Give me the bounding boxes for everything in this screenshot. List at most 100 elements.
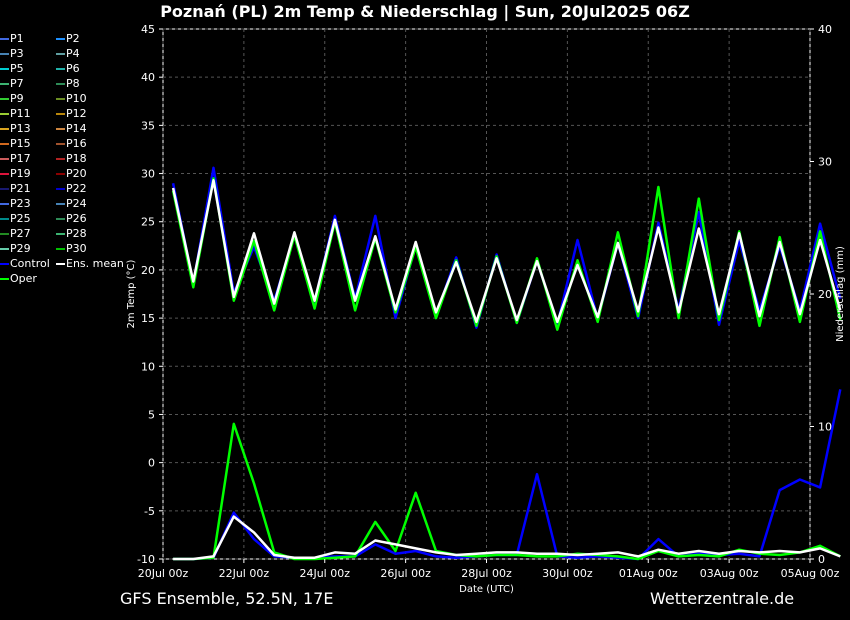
legend-swatch	[0, 98, 9, 100]
legend-label: P9	[10, 92, 24, 105]
y-tick-label: 35	[141, 119, 155, 132]
legend-swatch	[0, 143, 9, 145]
legend-item: P3	[0, 47, 24, 61]
y2-tick-label: 20	[818, 288, 832, 301]
y2-tick-label: 30	[818, 156, 832, 169]
y-tick-label: -10	[137, 553, 155, 566]
legend-label: P6	[66, 62, 80, 75]
x-tick-label: 28Jul 00z	[461, 567, 512, 580]
legend-label: P22	[66, 182, 87, 195]
legend-label: P14	[66, 122, 87, 135]
y2-tick-label: 0	[818, 553, 825, 566]
legend-swatch	[0, 278, 9, 280]
y-tick-label: 25	[141, 216, 155, 229]
legend-swatch	[0, 263, 9, 265]
x-tick-label: 22Jul 00z	[219, 567, 270, 580]
legend-swatch	[56, 83, 65, 85]
legend-swatch	[56, 128, 65, 130]
legend-item: P7	[0, 77, 24, 91]
legend-item: P19	[0, 167, 31, 181]
legend-swatch	[56, 173, 65, 175]
legend-item: P22	[56, 182, 87, 196]
legend-swatch	[0, 173, 9, 175]
x-axis-label: Date (UTC)	[459, 584, 514, 595]
legend-label: P7	[10, 77, 24, 90]
legend-label: Control	[10, 257, 50, 270]
legend-item: P20	[56, 167, 87, 181]
x-tick-label: 30Jul 00z	[542, 567, 593, 580]
legend-item: P10	[56, 92, 87, 106]
legend-swatch	[56, 53, 65, 55]
legend-label: P12	[66, 107, 87, 120]
legend-swatch	[56, 98, 65, 100]
legend-item: P16	[56, 137, 87, 151]
legend-label: P24	[66, 197, 87, 210]
legend-swatch	[0, 233, 9, 235]
legend-swatch	[56, 143, 65, 145]
legend-swatch	[56, 218, 65, 220]
legend-item: P5	[0, 62, 24, 76]
x-tick-label: 26Jul 00z	[380, 567, 431, 580]
legend-item: P13	[0, 122, 31, 136]
x-tick-label: 03Aug 00z	[700, 567, 759, 580]
series-layer	[171, 166, 842, 561]
legend-swatch	[0, 158, 9, 160]
legend-swatch	[56, 38, 65, 40]
source-link[interactable]: Wetterzentrale.de	[650, 589, 795, 608]
legend-label: P29	[10, 242, 31, 255]
series-ens-mean-temp	[171, 179, 842, 324]
legend-label: P2	[66, 32, 80, 45]
legend-label: Oper	[10, 272, 37, 285]
y-axis-label: 2m Temp (°C)	[126, 259, 137, 328]
legend-item: P27	[0, 227, 31, 241]
legend-item: P1	[0, 32, 24, 46]
legend-swatch	[0, 188, 9, 190]
legend-item: P6	[56, 62, 80, 76]
legend-item: P4	[56, 47, 80, 61]
legend-swatch	[0, 218, 9, 220]
legend-swatch	[56, 188, 65, 190]
legend-label: P11	[10, 107, 31, 120]
legend-label: P18	[66, 152, 87, 165]
legend-swatch	[0, 113, 9, 115]
y-tick-label: 0	[148, 457, 155, 470]
legend-label: P28	[66, 227, 87, 240]
y-tick-label: 15	[141, 312, 155, 325]
legend-label: P23	[10, 197, 31, 210]
legend-item: Ens. mean	[56, 257, 124, 271]
legend-label: P17	[10, 152, 31, 165]
legend-label: P25	[10, 212, 31, 225]
legend-label: Ens. mean	[66, 257, 124, 270]
legend-label: P10	[66, 92, 87, 105]
legend-swatch	[0, 68, 9, 70]
chart-title: Poznań (PL) 2m Temp & Niederschlag | Sun…	[160, 2, 690, 21]
y2-tick-label: 40	[818, 23, 832, 36]
legend-item: P17	[0, 152, 31, 166]
legend-label: P4	[66, 47, 80, 60]
model-info: GFS Ensemble, 52.5N, 17E	[120, 589, 334, 608]
legend-item: P15	[0, 137, 31, 151]
legend-swatch	[0, 53, 9, 55]
legend-item: P14	[56, 122, 87, 136]
y-tick-label: 45	[141, 23, 155, 36]
legend-item: Control	[0, 257, 50, 271]
legend-item: P28	[56, 227, 87, 241]
y-tick-label: 10	[141, 360, 155, 373]
legend-swatch	[56, 263, 65, 265]
legend-label: P15	[10, 137, 31, 150]
legend-item: P26	[56, 212, 87, 226]
legend-label: P1	[10, 32, 24, 45]
legend-item: P12	[56, 107, 87, 121]
legend-label: P21	[10, 182, 31, 195]
legend-swatch	[56, 233, 65, 235]
y-tick-label: 30	[141, 168, 155, 181]
legend-swatch	[56, 68, 65, 70]
legend-swatch	[56, 113, 65, 115]
legend-item: P30	[56, 242, 87, 256]
legend-label: P19	[10, 167, 31, 180]
legend-label: P20	[66, 167, 87, 180]
legend-item: P11	[0, 107, 31, 121]
legend-label: P27	[10, 227, 31, 240]
legend-item: P8	[56, 77, 80, 91]
series-ens-mean-precip	[173, 515, 841, 561]
